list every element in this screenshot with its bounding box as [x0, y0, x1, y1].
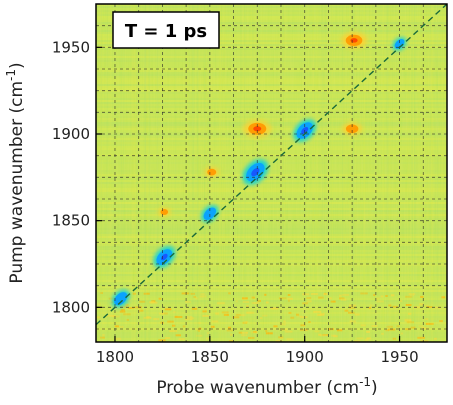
annotation-text: T = 1 ps: [125, 21, 207, 42]
y-axis-title: Pump wavenumber (cm-1): [4, 62, 27, 283]
x-axis-ticks: 1800 1850 1900 1950: [96, 336, 419, 366]
peak-core: [350, 38, 358, 43]
y-axis-title-end: ): [7, 62, 27, 69]
x-axis-title-main: Probe wavenumber (cm: [156, 378, 359, 398]
plot-frame: [95, 3, 448, 343]
noise-overlay: [96, 4, 447, 342]
peaks-layer: [111, 32, 407, 308]
y-tick-label: 1900: [52, 125, 90, 143]
x-tick-label: 1850: [191, 348, 229, 366]
y-tick-label: 1850: [52, 212, 90, 230]
grid-lines: [96, 4, 447, 342]
x-axis-title-sup: -1: [359, 375, 371, 389]
y-tick-label: 1800: [52, 298, 90, 316]
peak-positive: [345, 124, 359, 134]
peak-negative: [114, 292, 128, 306]
y-axis-title-sup: -1: [4, 69, 18, 81]
y-axis-title-main: Pump wavenumber (cm: [7, 81, 27, 284]
peak-negative: [394, 38, 405, 49]
peak-negative: [203, 207, 217, 220]
peak-positive: [160, 209, 169, 215]
plot-area: [95, 3, 448, 343]
x-axis-title-end: ): [371, 378, 378, 398]
peak-positive: [207, 168, 217, 176]
x-tick-label: 1800: [96, 348, 134, 366]
x-axis-title: Probe wavenumber (cm-1): [156, 375, 377, 398]
y-tick-label: 1950: [52, 38, 90, 56]
x-tick-label: 1950: [380, 348, 418, 366]
peak-core: [253, 126, 262, 132]
y-axis-ticks: 1800 1850 1900 1950: [52, 38, 102, 316]
x-tick-label: 1900: [286, 348, 324, 366]
annotation-box: T = 1 ps: [112, 11, 220, 49]
